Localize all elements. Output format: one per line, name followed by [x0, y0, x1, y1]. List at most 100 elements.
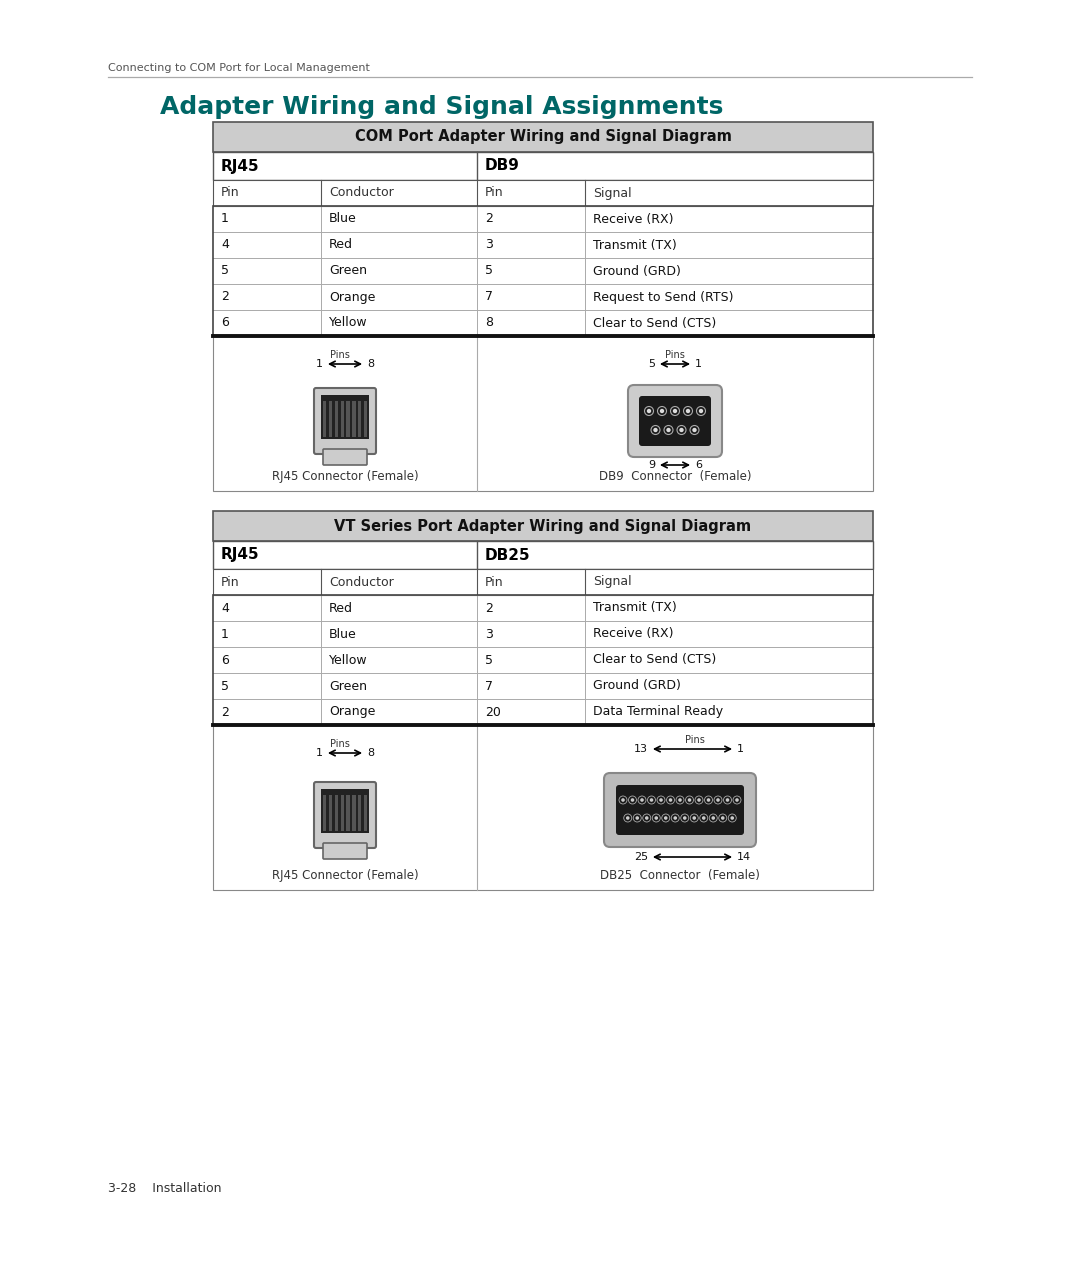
- Text: Pin: Pin: [485, 187, 503, 199]
- Circle shape: [683, 817, 687, 820]
- Circle shape: [706, 799, 711, 801]
- Text: COM Port Adapter Wiring and Signal Diagram: COM Port Adapter Wiring and Signal Diagr…: [354, 130, 731, 145]
- Bar: [335, 401, 338, 437]
- Text: 3: 3: [485, 239, 492, 251]
- Circle shape: [686, 409, 690, 413]
- Bar: [323, 401, 326, 437]
- Circle shape: [629, 796, 636, 804]
- Text: Green: Green: [329, 264, 367, 278]
- Text: 8: 8: [367, 748, 374, 758]
- Text: 20: 20: [485, 706, 501, 719]
- Text: Red: Red: [329, 239, 353, 251]
- Bar: [213, 725, 873, 890]
- FancyBboxPatch shape: [314, 782, 376, 848]
- Text: Blue: Blue: [329, 212, 356, 226]
- Circle shape: [698, 799, 701, 801]
- Circle shape: [724, 796, 731, 804]
- Circle shape: [631, 799, 634, 801]
- Circle shape: [640, 799, 644, 801]
- Text: 14: 14: [737, 852, 751, 862]
- Text: Orange: Orange: [329, 291, 376, 304]
- Text: 1: 1: [316, 359, 323, 370]
- Text: 3: 3: [485, 627, 492, 640]
- Text: Conductor: Conductor: [329, 575, 394, 588]
- Text: 1: 1: [221, 212, 229, 226]
- Circle shape: [666, 796, 675, 804]
- FancyBboxPatch shape: [627, 385, 723, 457]
- Circle shape: [645, 406, 653, 415]
- Text: 9: 9: [648, 460, 654, 470]
- Bar: [329, 795, 332, 831]
- Bar: [335, 795, 338, 831]
- Text: Pins: Pins: [685, 735, 705, 745]
- Text: DB9: DB9: [485, 159, 519, 174]
- Circle shape: [696, 796, 703, 804]
- FancyBboxPatch shape: [616, 785, 744, 834]
- Text: 6: 6: [221, 654, 229, 667]
- Text: Data Terminal Ready: Data Terminal Ready: [593, 706, 724, 719]
- FancyBboxPatch shape: [323, 450, 367, 465]
- Circle shape: [653, 428, 658, 432]
- Text: Signal: Signal: [593, 187, 632, 199]
- Bar: [347, 401, 350, 437]
- Circle shape: [733, 796, 741, 804]
- Circle shape: [735, 799, 739, 801]
- Bar: [213, 541, 873, 569]
- Circle shape: [719, 814, 727, 822]
- Circle shape: [654, 817, 658, 820]
- Circle shape: [730, 817, 734, 820]
- Text: RJ45 Connector (Female): RJ45 Connector (Female): [272, 869, 418, 881]
- Circle shape: [635, 817, 639, 820]
- Circle shape: [664, 817, 667, 820]
- Text: Transmit (TX): Transmit (TX): [593, 239, 677, 251]
- Circle shape: [645, 817, 649, 820]
- Bar: [213, 122, 873, 152]
- Text: Ground (GRD): Ground (GRD): [593, 264, 680, 278]
- Text: Pins: Pins: [330, 739, 350, 749]
- Text: 2: 2: [221, 291, 229, 304]
- Circle shape: [710, 814, 717, 822]
- Circle shape: [697, 406, 705, 415]
- Bar: [213, 206, 873, 337]
- Bar: [213, 180, 873, 206]
- Circle shape: [699, 409, 703, 413]
- Circle shape: [716, 799, 719, 801]
- Circle shape: [619, 796, 627, 804]
- Text: 4: 4: [221, 239, 229, 251]
- Bar: [347, 795, 350, 831]
- Bar: [213, 569, 873, 596]
- Text: Yellow: Yellow: [329, 654, 367, 667]
- Circle shape: [680, 814, 689, 822]
- Bar: [213, 596, 873, 725]
- Circle shape: [712, 817, 715, 820]
- Text: Transmit (TX): Transmit (TX): [593, 602, 677, 615]
- Circle shape: [664, 425, 673, 434]
- Text: 2: 2: [221, 706, 229, 719]
- Text: 1: 1: [221, 627, 229, 640]
- Bar: [323, 795, 326, 831]
- Circle shape: [676, 796, 684, 804]
- Text: VT Series Port Adapter Wiring and Signal Diagram: VT Series Port Adapter Wiring and Signal…: [335, 518, 752, 533]
- Text: 8: 8: [367, 359, 374, 370]
- Text: Signal: Signal: [593, 575, 632, 588]
- Text: Clear to Send (CTS): Clear to Send (CTS): [593, 654, 716, 667]
- Circle shape: [624, 814, 632, 822]
- Circle shape: [728, 814, 737, 822]
- Text: Adapter Wiring and Signal Assignments: Adapter Wiring and Signal Assignments: [160, 95, 724, 119]
- Bar: [340, 795, 343, 831]
- Bar: [359, 795, 362, 831]
- Text: 5: 5: [221, 679, 229, 692]
- Circle shape: [648, 796, 656, 804]
- Text: 3-28    Installation: 3-28 Installation: [108, 1182, 221, 1195]
- Text: Ground (GRD): Ground (GRD): [593, 679, 680, 692]
- Text: 2: 2: [485, 212, 492, 226]
- Text: Request to Send (RTS): Request to Send (RTS): [593, 291, 733, 304]
- Circle shape: [626, 817, 630, 820]
- Text: Pin: Pin: [485, 575, 503, 588]
- Text: DB25  Connector  (Female): DB25 Connector (Female): [600, 869, 760, 881]
- Text: 8: 8: [485, 316, 492, 329]
- Bar: [213, 511, 873, 541]
- FancyBboxPatch shape: [314, 389, 376, 453]
- Circle shape: [658, 406, 666, 415]
- Circle shape: [651, 425, 660, 434]
